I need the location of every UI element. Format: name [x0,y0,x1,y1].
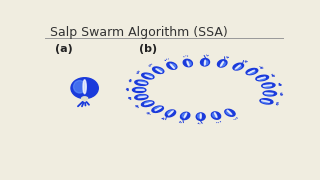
Ellipse shape [82,97,88,100]
Ellipse shape [265,93,272,95]
Ellipse shape [145,75,152,78]
Ellipse shape [182,113,186,117]
Text: (a): (a) [55,44,73,54]
Ellipse shape [262,101,268,103]
Ellipse shape [155,107,160,110]
Ellipse shape [83,80,86,94]
Ellipse shape [132,87,146,93]
Ellipse shape [262,83,275,88]
Ellipse shape [236,66,241,69]
Ellipse shape [246,68,258,75]
Ellipse shape [220,62,223,66]
Ellipse shape [138,82,147,84]
Ellipse shape [145,102,151,104]
Ellipse shape [138,96,147,98]
Ellipse shape [218,60,227,67]
Ellipse shape [135,94,148,100]
Ellipse shape [153,67,164,73]
Text: Salp Swarm Algorithm (SSA): Salp Swarm Algorithm (SSA) [50,26,228,39]
Ellipse shape [261,100,270,102]
Ellipse shape [155,107,162,111]
Ellipse shape [187,61,189,66]
Ellipse shape [137,88,144,90]
Ellipse shape [204,60,205,65]
Ellipse shape [157,68,163,72]
Ellipse shape [169,111,173,115]
Ellipse shape [135,80,148,85]
Ellipse shape [249,71,255,74]
Ellipse shape [257,77,266,79]
Ellipse shape [71,78,98,98]
Ellipse shape [227,110,232,114]
Text: (b): (b) [139,44,157,54]
Ellipse shape [225,109,235,116]
Ellipse shape [214,113,217,118]
Ellipse shape [74,80,86,93]
Ellipse shape [200,114,201,119]
Ellipse shape [145,102,152,105]
Ellipse shape [212,113,216,117]
Ellipse shape [263,91,276,96]
Ellipse shape [184,113,187,118]
Ellipse shape [180,112,190,120]
Ellipse shape [188,61,191,65]
Ellipse shape [265,93,273,94]
Ellipse shape [170,64,174,68]
Ellipse shape [152,106,164,112]
Ellipse shape [156,69,162,72]
Ellipse shape [197,114,201,118]
Ellipse shape [139,95,145,97]
Ellipse shape [248,70,255,74]
Ellipse shape [196,113,205,120]
Ellipse shape [256,75,268,81]
Ellipse shape [183,59,192,67]
Ellipse shape [226,111,231,114]
Ellipse shape [204,61,208,65]
Ellipse shape [221,62,225,66]
Ellipse shape [211,112,220,119]
Ellipse shape [233,63,244,70]
Ellipse shape [139,81,146,83]
Ellipse shape [167,62,177,69]
Ellipse shape [201,58,210,66]
Ellipse shape [141,101,154,107]
Ellipse shape [263,85,272,86]
Ellipse shape [264,85,271,87]
Ellipse shape [259,78,265,80]
Ellipse shape [235,65,240,69]
Ellipse shape [171,64,176,68]
Ellipse shape [165,110,176,117]
Ellipse shape [167,111,172,114]
Ellipse shape [146,74,152,77]
Ellipse shape [142,73,154,79]
Ellipse shape [260,99,273,104]
